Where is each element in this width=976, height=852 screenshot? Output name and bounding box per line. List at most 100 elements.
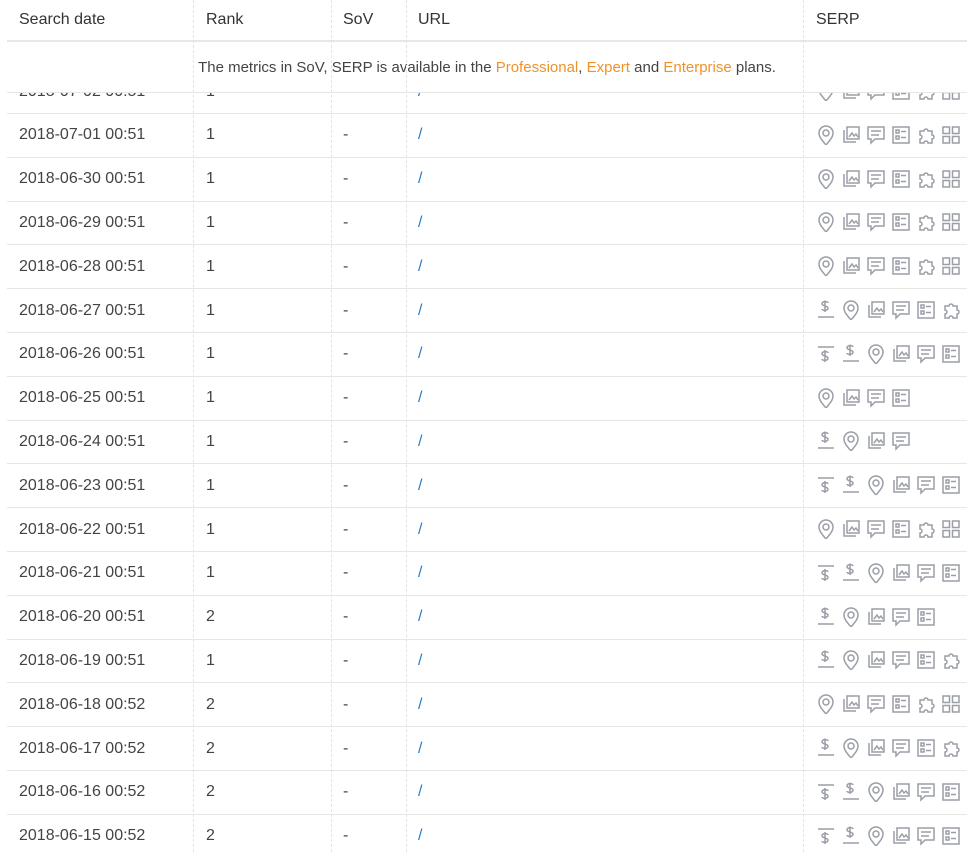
serp-feature-icon — [892, 432, 910, 452]
url-link[interactable]: / — [418, 432, 423, 450]
serp-feature-icon — [868, 607, 885, 625]
url-link[interactable]: / — [418, 126, 423, 144]
search-date: 2018-07-01 00:51 — [19, 126, 146, 144]
serp-feature-icon — [818, 256, 834, 277]
sov: - — [343, 170, 349, 188]
serp-feature-icon — [942, 169, 960, 188]
notice-text: The metrics in SoV, SERP is available in… — [198, 58, 496, 76]
search-date: 2018-06-18 00:52 — [19, 695, 146, 713]
rank: 1 — [206, 564, 215, 582]
rank: 1 — [206, 651, 215, 669]
plan-link[interactable]: Expert — [586, 58, 630, 76]
sov: - — [343, 651, 349, 669]
column-separator — [331, 0, 332, 852]
serp-feature-icon — [843, 213, 860, 231]
serp-feature-icon — [818, 607, 834, 625]
rank: 1 — [206, 126, 215, 144]
table-row: 2018-06-22 00:51 1 - / — [7, 508, 967, 552]
url-link[interactable]: / — [418, 301, 423, 319]
serp-feature-icon — [942, 564, 960, 582]
serp-feature-icon — [843, 126, 860, 143]
table-row: 2018-06-17 00:52 2 - / — [7, 727, 967, 771]
rank: 1 — [206, 520, 215, 538]
table-row: 2018-06-21 00:51 1 - / — [7, 552, 967, 596]
url-link[interactable]: / — [418, 608, 423, 626]
serp-feature-icon — [843, 650, 859, 671]
sov: - — [343, 301, 349, 319]
serp-feature-icon — [818, 650, 834, 669]
search-date: 2018-06-29 00:51 — [19, 213, 146, 231]
serp-feature-icon — [893, 345, 910, 362]
sov: - — [343, 783, 349, 801]
serp-feature-icon — [843, 695, 860, 712]
column-header[interactable]: SERP — [816, 11, 860, 28]
search-date: 2018-06-27 00:51 — [19, 301, 146, 319]
url-link[interactable]: / — [418, 651, 423, 669]
serp-feature-icon — [892, 301, 910, 320]
column-header[interactable]: URL — [418, 11, 451, 28]
table-row: 2018-06-30 00:51 1 - / — [7, 158, 967, 202]
table-row: 2018-06-26 00:51 1 - / — [7, 333, 967, 377]
url-link[interactable]: / — [418, 783, 423, 801]
search-date: 2018-06-20 00:51 — [19, 608, 146, 626]
plan-link[interactable]: Enterprise — [663, 58, 732, 76]
sov: - — [343, 432, 349, 450]
serp-feature-icon — [868, 825, 884, 846]
serp-feature-icon — [843, 344, 859, 362]
url-link[interactable]: / — [418, 170, 423, 188]
search-date: 2018-06-23 00:51 — [19, 476, 146, 494]
serp-feature-icon — [868, 739, 885, 756]
rank: 1 — [206, 345, 215, 363]
sov: - — [343, 257, 349, 275]
serp-feature-icon — [892, 695, 910, 713]
table-row: 2018-06-25 00:51 1 - / — [7, 377, 967, 421]
search-date: 2018-06-19 00:51 — [19, 651, 146, 669]
serp-feature-icon — [867, 126, 885, 145]
serp-feature-icon — [919, 522, 935, 538]
serp-feature-icon — [917, 826, 935, 846]
url-link[interactable]: / — [418, 389, 423, 407]
rank: 2 — [206, 695, 215, 713]
search-date: 2018-06-28 00:51 — [19, 257, 146, 275]
serp-feature-icon — [818, 827, 834, 844]
rank: 1 — [206, 301, 215, 319]
search-date: 2018-06-16 00:52 — [19, 783, 146, 801]
rank: 1 — [206, 170, 215, 188]
sov: - — [343, 476, 349, 494]
rank: 1 — [206, 476, 215, 494]
rank: 1 — [206, 257, 215, 275]
serp-feature-icon — [867, 695, 885, 714]
search-date: 2018-06-24 00:51 — [19, 432, 146, 450]
url-link[interactable]: / — [418, 827, 423, 845]
serp-feature-icon — [892, 607, 910, 627]
serp-feature-icon — [942, 520, 960, 538]
url-link[interactable]: / — [418, 257, 423, 275]
plan-link[interactable]: Professional — [495, 58, 579, 76]
url-link[interactable]: / — [418, 520, 423, 538]
url-link[interactable]: / — [418, 345, 423, 363]
serp-feature-icon — [868, 344, 884, 364]
serp-feature-icon — [917, 783, 935, 802]
url-link[interactable]: / — [418, 739, 423, 757]
url-link[interactable]: / — [418, 695, 423, 713]
serp-feature-icon — [942, 695, 960, 713]
column-header[interactable]: Rank — [206, 11, 244, 28]
serp-feature-icon — [919, 697, 935, 713]
url-link[interactable]: / — [418, 213, 423, 231]
column-header[interactable]: Search date — [19, 11, 106, 28]
serp-feature-icon — [843, 169, 860, 187]
table-row: 2018-06-16 00:52 2 - / — [7, 771, 967, 815]
plan-notice: The metrics in SoV, SERP is available in… — [7, 42, 967, 93]
url-link[interactable]: / — [418, 564, 423, 582]
serp-feature-icon — [843, 520, 860, 537]
serp-feature-icon — [818, 212, 834, 233]
serp-feature-icon — [893, 826, 910, 844]
column-header[interactable]: SoV — [343, 11, 374, 28]
serp-feature-icon — [867, 520, 885, 539]
table-row: 2018-06-23 00:51 1 - / — [7, 464, 967, 509]
url-link[interactable]: / — [418, 476, 423, 494]
serp-feature-icon — [917, 301, 935, 319]
search-date: 2018-06-21 00:51 — [19, 564, 146, 582]
serp-feature-icon — [892, 257, 910, 275]
serp-feature-icon — [893, 476, 910, 493]
